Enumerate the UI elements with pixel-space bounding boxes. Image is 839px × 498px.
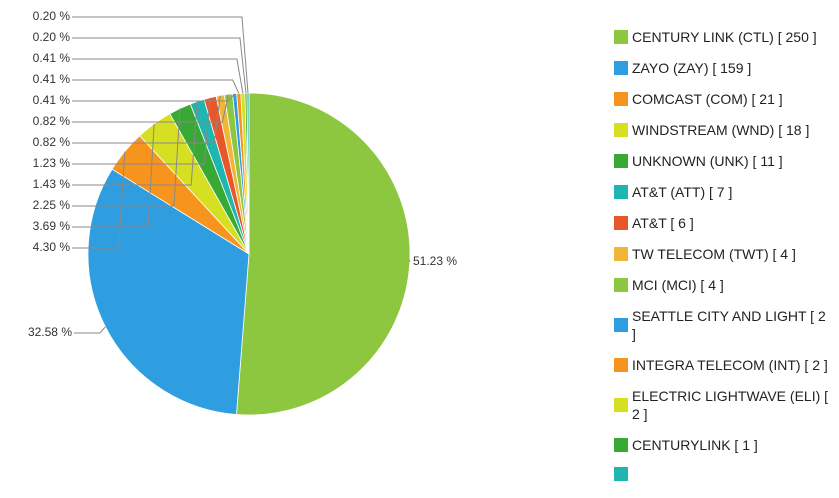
slice-label: 0.41 % xyxy=(33,51,71,65)
legend-item: CENTURY LINK (CTL) [ 250 ] xyxy=(614,28,836,46)
leader-line xyxy=(72,108,181,207)
leader-line xyxy=(74,326,106,334)
legend-item: MCI (MCI) [ 4 ] xyxy=(614,276,836,294)
legend-label: SEATTLE CITY AND LIGHT [ 2 ] xyxy=(632,308,826,342)
legend-swatch xyxy=(614,398,628,412)
leader-line xyxy=(72,151,126,249)
legend-label: COMCAST (COM) [ 21 ] xyxy=(632,91,783,107)
legend-swatch xyxy=(614,216,628,230)
legend-label: UNKNOWN (UNK) [ 11 ] xyxy=(632,153,783,169)
leader-line xyxy=(72,58,244,94)
legend-label: TW TELECOM (TWT) [ 4 ] xyxy=(632,246,796,262)
legend-swatch xyxy=(614,358,628,372)
slice-label: 0.20 % xyxy=(33,30,71,44)
legend-swatch xyxy=(614,185,628,199)
legend-item: INTEGRA TELECOM (INT) [ 2 ] xyxy=(614,356,836,374)
pie-area: 51.23 % 32.58 % 4.30 % 3.69 % 2.25 % 1.43 % 1.… xyxy=(28,9,457,416)
slice-label: 51.23 % xyxy=(413,254,457,268)
legend-swatch xyxy=(614,278,628,292)
slice-label: 4.30 % xyxy=(33,240,71,254)
legend-swatch xyxy=(614,247,628,261)
leader-line xyxy=(72,93,235,102)
leader-line xyxy=(72,79,240,94)
legend-swatch xyxy=(614,438,628,452)
legend-swatch xyxy=(614,318,628,332)
legend-swatch xyxy=(614,467,628,481)
legend-item: AT&T [ 6 ] xyxy=(614,214,836,232)
slice-label: 0.82 % xyxy=(33,114,71,128)
pie-slice xyxy=(87,168,250,415)
legend-label: AT&T [ 6 ] xyxy=(632,215,694,231)
legend-label: WINDSTREAM (WND) [ 18 ] xyxy=(632,122,810,138)
slice-label: 1.23 % xyxy=(33,156,71,170)
legend-label: INTEGRA TELECOM (INT) [ 2 ] xyxy=(632,357,828,373)
legend-item: ELECTRIC LIGHTWAVE (ELI) [ 2 ] xyxy=(614,387,836,423)
slice-label: 0.20 % xyxy=(33,9,71,23)
legend-item: SEATTLE CITY AND LIGHT [ 2 ] xyxy=(614,307,836,343)
slice-label: 3.69 % xyxy=(33,219,71,233)
slice-label: 1.43 % xyxy=(33,177,71,191)
legend-item: ZAYO (ZAY) [ 159 ] xyxy=(614,59,836,77)
leader-line xyxy=(72,95,221,144)
legend-item xyxy=(614,467,836,481)
legend-swatch xyxy=(614,30,628,44)
slice-label: 32.58 % xyxy=(28,325,72,339)
legend-label: CENTURYLINK [ 1 ] xyxy=(632,437,758,453)
legend-item: WINDSTREAM (WND) [ 18 ] xyxy=(614,121,836,139)
legend-item: AT&T (ATT) [ 7 ] xyxy=(614,183,836,201)
legend-label: CENTURY LINK (CTL) [ 250 ] xyxy=(632,29,817,45)
pie-slice xyxy=(236,92,411,416)
legend: CENTURY LINK (CTL) [ 250 ] ZAYO (ZAY) [ 1… xyxy=(614,28,836,494)
leader-line xyxy=(72,37,247,94)
slice-label: 2.25 % xyxy=(33,198,71,212)
legend-item: UNKNOWN (UNK) [ 11 ] xyxy=(614,152,836,170)
legend-swatch xyxy=(614,154,628,168)
leader-line xyxy=(72,101,198,186)
leader-line xyxy=(72,16,249,94)
legend-item: CENTURYLINK [ 1 ] xyxy=(614,436,836,454)
legend-label: ELECTRIC LIGHTWAVE (ELI) [ 2 ] xyxy=(632,388,829,422)
legend-item: COMCAST (COM) [ 21 ] xyxy=(614,90,836,108)
leader-line xyxy=(408,260,411,263)
legend-label: AT&T (ATT) [ 7 ] xyxy=(632,184,733,200)
slice-label: 0.41 % xyxy=(33,72,71,86)
leader-line xyxy=(72,123,155,228)
legend-swatch xyxy=(614,61,628,75)
legend-label: MCI (MCI) [ 4 ] xyxy=(632,277,724,293)
slice-label: 0.82 % xyxy=(33,135,71,149)
leader-line xyxy=(72,94,229,123)
legend-item: TW TELECOM (TWT) [ 4 ] xyxy=(614,245,836,263)
legend-label: ZAYO (ZAY) [ 159 ] xyxy=(632,60,752,76)
slice-label: 0.41 % xyxy=(33,93,71,107)
leader-line xyxy=(72,97,211,165)
legend-swatch xyxy=(614,92,628,106)
legend-swatch xyxy=(614,123,628,137)
